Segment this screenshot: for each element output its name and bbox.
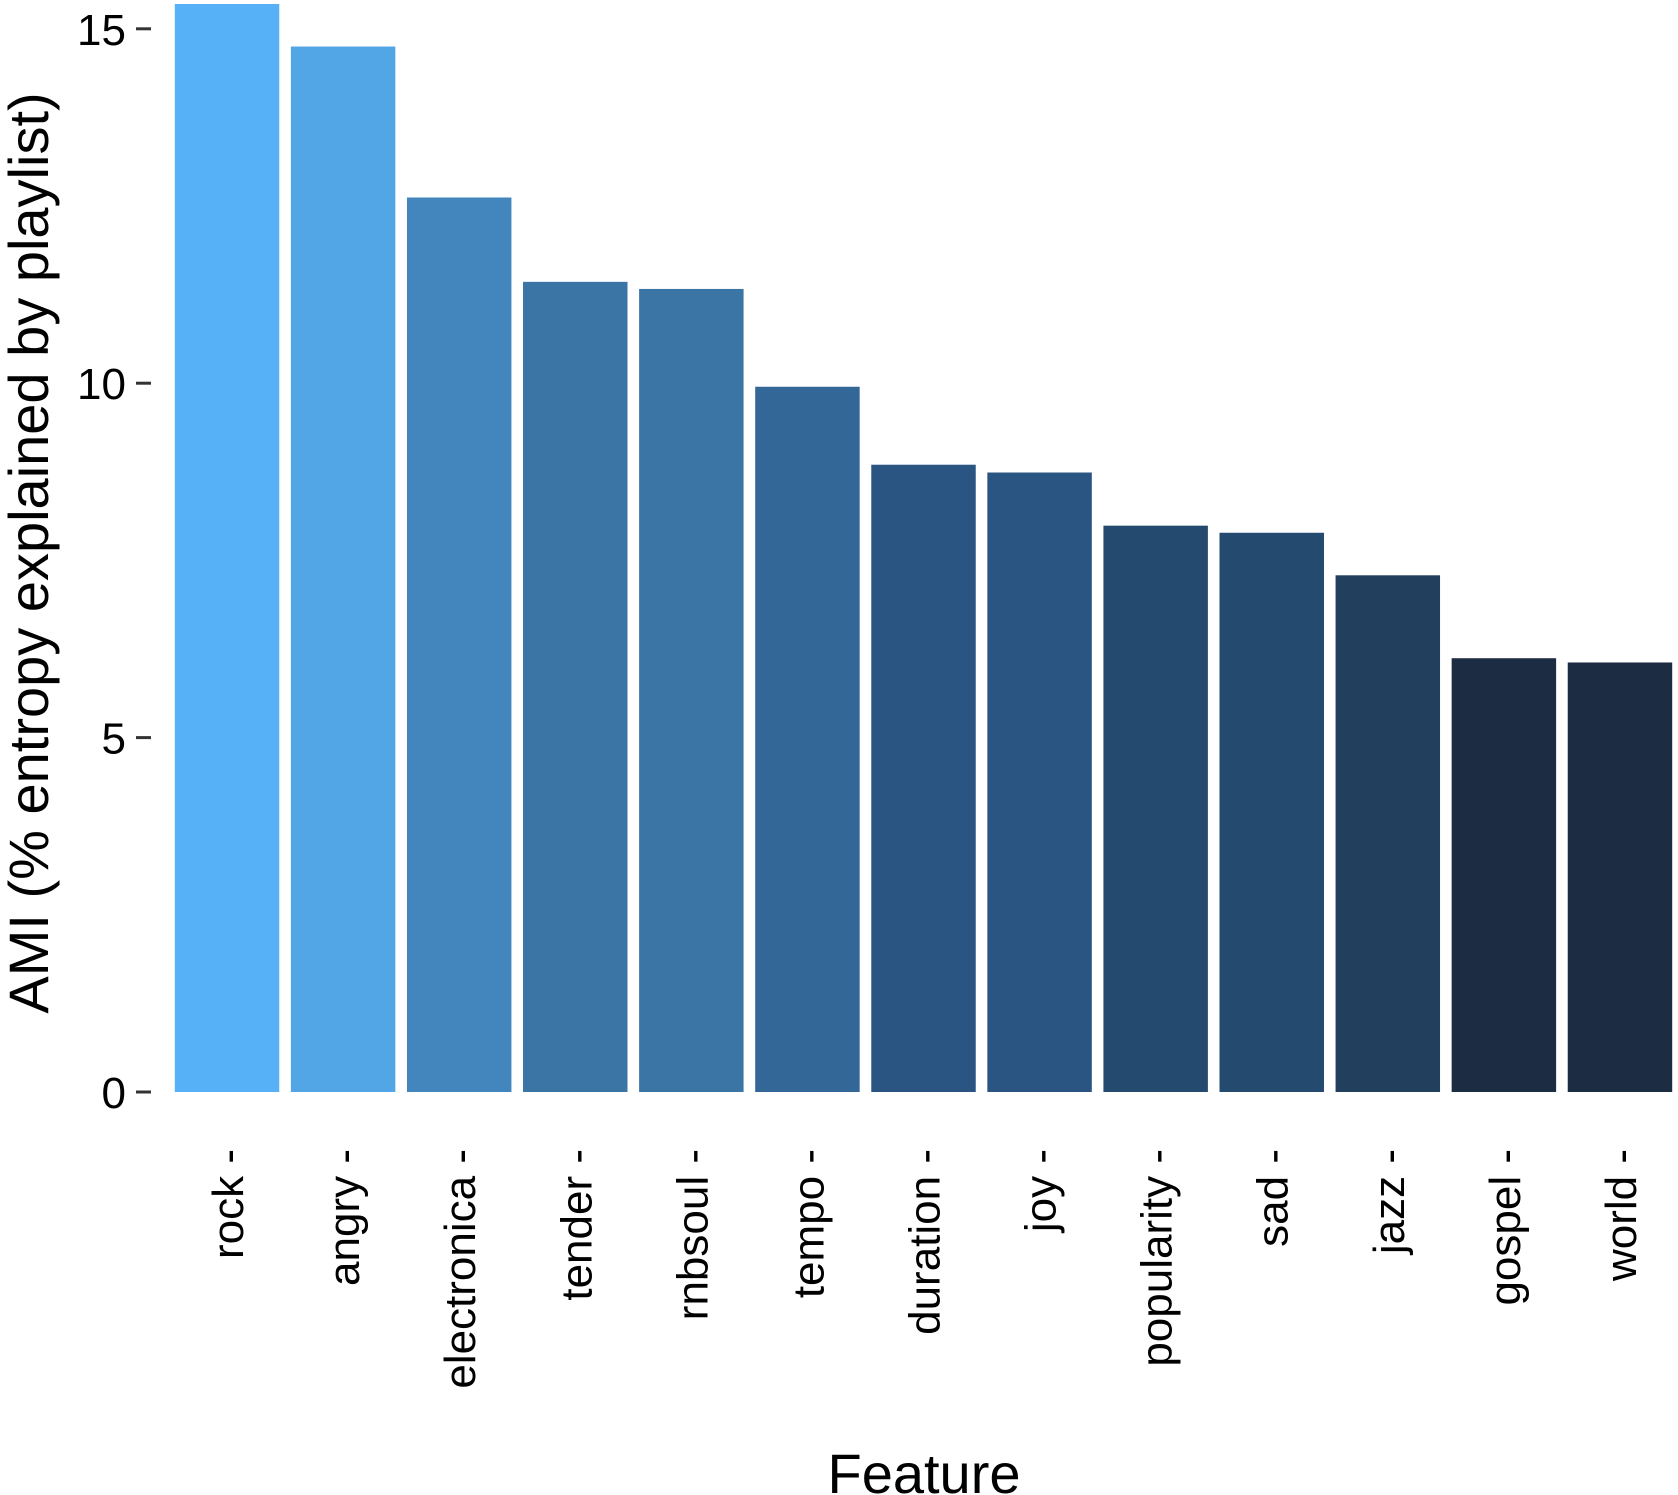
- bar-duration: [871, 464, 976, 1093]
- bar-tempo: [755, 386, 860, 1092]
- bar-popularity: [1103, 525, 1208, 1092]
- bar-rnbsoul: [639, 288, 744, 1092]
- x-tick-label-tender: tender -: [552, 1149, 601, 1301]
- bar-world: [1567, 662, 1673, 1092]
- bars: [174, 4, 1673, 1093]
- x-tick-label-rock: rock -: [204, 1149, 253, 1259]
- x-tick-label-rnbsoul: rnbsoul -: [668, 1149, 717, 1320]
- bar-gospel: [1451, 658, 1557, 1092]
- bar-angry: [290, 46, 396, 1092]
- y-tick-label: 15: [77, 6, 126, 55]
- y-tick-label: 10: [77, 360, 126, 409]
- x-tick-label-joy: joy -: [1017, 1149, 1066, 1234]
- x-tick-label-tempo: tempo -: [784, 1149, 833, 1298]
- bar-rock: [174, 4, 280, 1092]
- bar-joy: [987, 472, 1092, 1092]
- y-axis: 0 5 10 15: [77, 6, 151, 1118]
- y-tick-label: 0: [102, 1069, 126, 1118]
- x-tick-label-duration: duration -: [901, 1149, 950, 1335]
- x-tick-label-world: world -: [1597, 1149, 1646, 1282]
- bar-sad: [1219, 532, 1324, 1092]
- x-tick-label-angry: angry -: [320, 1149, 369, 1286]
- x-axis-title: Feature: [828, 1442, 1021, 1495]
- bar-tender: [523, 281, 628, 1093]
- x-axis: rock - angry - electronica - tender - rnbsou…: [204, 1149, 1646, 1389]
- x-tick-label-electronica: electronica -: [436, 1149, 485, 1389]
- x-tick-label-popularity: popularity -: [1133, 1149, 1182, 1367]
- x-tick-label-jazz: jazz -: [1365, 1149, 1414, 1256]
- y-axis-title: AMI (% entropy explained by playlist): [0, 92, 60, 1013]
- x-tick-label-sad: sad -: [1249, 1149, 1298, 1247]
- y-tick-label: 5: [102, 715, 126, 764]
- bar-jazz: [1335, 575, 1441, 1092]
- x-tick-label-gospel: gospel -: [1481, 1149, 1530, 1306]
- bar-electronica: [406, 197, 512, 1092]
